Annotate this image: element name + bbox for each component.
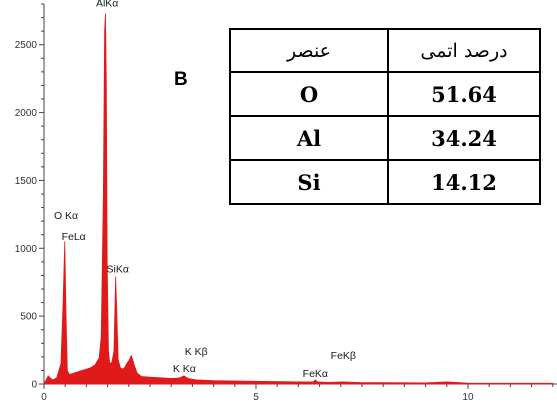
- y-tick-label: 0: [31, 380, 37, 391]
- peak-label: FeKα: [303, 368, 328, 380]
- peak-label: SiKα: [107, 264, 129, 276]
- table-row: O 51.64: [229, 71, 541, 117]
- y-tick-label: 1000: [15, 244, 38, 255]
- table-row: Si 14.12: [229, 159, 541, 205]
- peak-label: K Kβ: [185, 346, 208, 358]
- panel-label: B: [174, 69, 188, 90]
- atomic-percent-column-header: درصد اتمی: [387, 28, 541, 73]
- element-column-header: عنصر: [229, 28, 389, 73]
- spectrum-series: [43, 13, 554, 385]
- peak-label: K Kα: [173, 363, 196, 375]
- element-cell: Si: [229, 159, 389, 205]
- y-tick-label: 2500: [15, 40, 38, 51]
- y-tick-label: 500: [20, 312, 37, 323]
- y-tick-label: 2000: [15, 108, 38, 119]
- peak-label: FeLα: [62, 231, 86, 243]
- x-tick-label: 5: [253, 392, 259, 403]
- x-tick-label: 0: [41, 392, 47, 403]
- peak-label: FeKβ: [331, 350, 356, 362]
- atomic-percent-cell: 51.64: [387, 71, 541, 117]
- composition-table: عنصر درصد اتمی O 51.64 Al 34.24 Si 14.12: [229, 28, 541, 205]
- table-row: Al 34.24: [229, 115, 541, 161]
- peak-label: O Kα: [54, 210, 78, 222]
- peak-label: AlKα: [96, 0, 118, 10]
- element-cell: Al: [229, 115, 389, 161]
- y-tick-label: 1500: [15, 176, 38, 187]
- atomic-percent-cell: 14.12: [387, 159, 541, 205]
- table-header-row: عنصر درصد اتمی: [229, 28, 541, 73]
- element-cell: O: [229, 71, 389, 117]
- atomic-percent-cell: 34.24: [387, 115, 541, 161]
- spectrum-area: [43, 13, 554, 385]
- x-tick-label: 10: [462, 392, 474, 403]
